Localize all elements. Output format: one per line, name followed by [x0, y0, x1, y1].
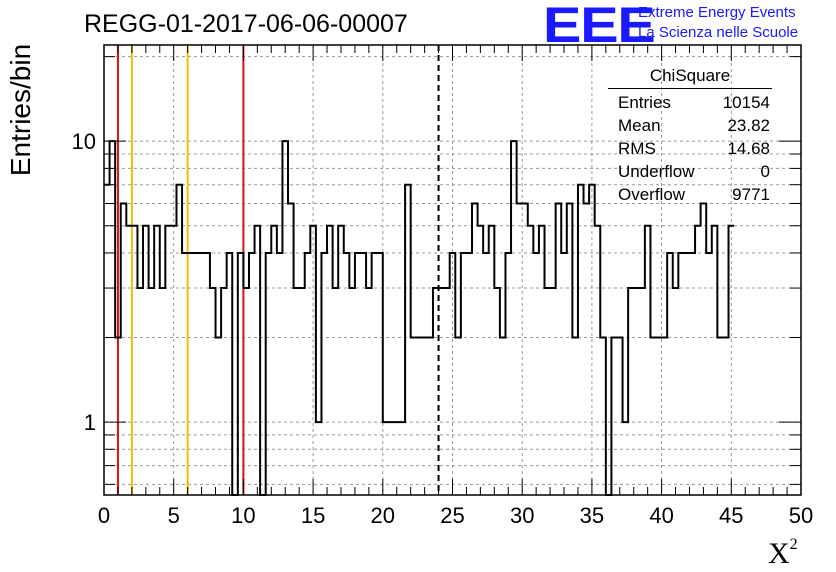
x-axis-label-superscript: 2	[789, 536, 798, 553]
logo-line-1: Extreme Energy Events	[638, 4, 796, 21]
x-tick-label: 10	[231, 503, 255, 528]
y-tick-label: 1	[84, 410, 96, 435]
y-tick-label: 10	[72, 129, 96, 154]
stats-value: 10154	[722, 93, 770, 112]
y-axis-label: Entries/bin	[5, 43, 36, 177]
stats-row: Mean 23.82	[612, 114, 772, 137]
stats-value: 0	[760, 162, 770, 181]
histogram	[104, 140, 735, 496]
x-tick-label: 50	[789, 503, 813, 528]
stats-row: Overflow 9771	[612, 183, 772, 206]
stats-label: Underflow	[618, 162, 695, 181]
stats-label: RMS	[618, 139, 656, 158]
x-tick-label: 0	[98, 503, 110, 528]
stats-value: 9771	[732, 185, 770, 204]
y-axis-label-box: Entries/bin	[5, 40, 36, 180]
stats-row: Underflow 0	[612, 160, 772, 183]
x-tick-label: 5	[168, 503, 180, 528]
x-tick-label: 30	[510, 503, 534, 528]
logo-line-2: La Scienza nelle Scuole	[638, 24, 799, 41]
stats-label: Mean	[618, 116, 661, 135]
x-tick-label: 15	[301, 503, 325, 528]
stats-row: RMS 14.68	[612, 137, 772, 160]
axis-ticks: 0 5 10 15 20 25 30 35 40 45 50 1 10	[72, 45, 813, 528]
stats-label: Overflow	[618, 185, 686, 204]
stats-value: 23.82	[727, 116, 770, 135]
stats-box: ChiSquare Entries 10154 Mean 23.82 RMS 14.6…	[608, 66, 772, 206]
x-tick-label: 35	[580, 503, 604, 528]
chart-title: REGG-01-2017-06-06-00007	[84, 10, 408, 38]
histogram-outline	[104, 140, 735, 496]
eee-logo: EEE	[543, 0, 656, 53]
x-tick-label: 25	[440, 503, 464, 528]
stats-value: 14.68	[727, 139, 770, 158]
x-tick-label: 40	[649, 503, 673, 528]
x-tick-label: 20	[371, 503, 395, 528]
x-tick-label: 45	[719, 503, 743, 528]
stats-title: ChiSquare	[608, 66, 772, 89]
stats-label: Entries	[618, 93, 671, 112]
stats-row: Entries 10154	[612, 91, 772, 114]
x-axis-label-text: X	[768, 537, 790, 570]
x-axis-label: X2	[768, 536, 798, 571]
